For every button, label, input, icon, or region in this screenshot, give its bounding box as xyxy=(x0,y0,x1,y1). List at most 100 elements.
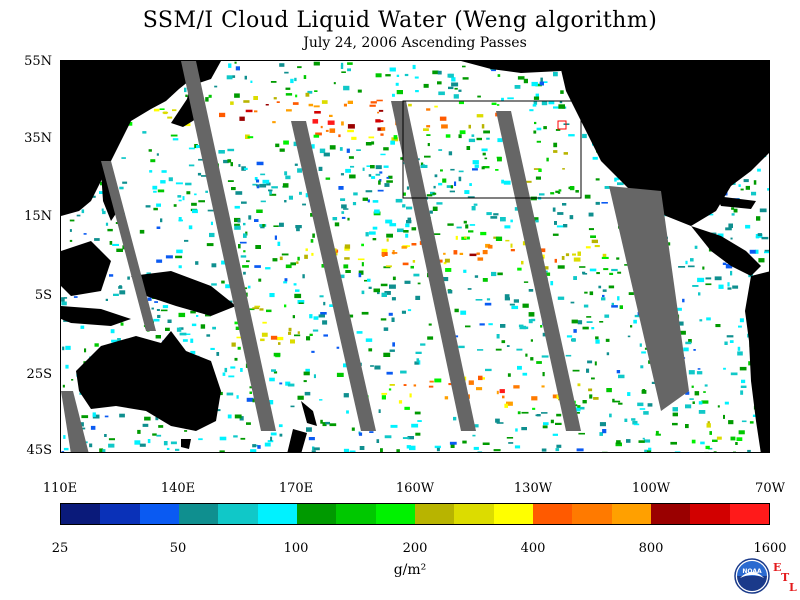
cloud-pixel xyxy=(160,218,163,223)
cloud-pixel xyxy=(172,138,179,141)
colorbar-segment xyxy=(178,504,219,524)
cloud-pixel xyxy=(370,365,374,367)
cloud-pixel xyxy=(249,391,252,394)
cloud-pixel xyxy=(294,334,301,337)
cloud-pixel xyxy=(555,190,560,193)
cloud-pixel xyxy=(186,191,191,195)
cloud-pixel xyxy=(601,297,606,301)
cloud-pixel xyxy=(347,100,353,104)
cloud-pixel xyxy=(445,268,452,272)
cloud-pixel xyxy=(555,422,562,425)
cloud-pixel xyxy=(731,207,735,210)
cloud-pixel xyxy=(413,273,420,277)
cloud-pixel xyxy=(565,354,572,357)
cloud-pixel xyxy=(614,177,617,182)
land-new-zealand xyxy=(287,401,317,452)
cloud-pixel xyxy=(276,336,284,341)
cloud-pixel xyxy=(147,439,151,444)
cloud-pixel xyxy=(243,271,246,275)
cloud-pixel xyxy=(318,314,325,318)
cloud-pixel xyxy=(688,370,695,375)
cloud-pixel xyxy=(385,219,393,224)
cloud-pixel xyxy=(250,80,253,83)
land-south-america xyxy=(745,271,769,452)
cloud-pixel xyxy=(401,246,407,249)
cloud-pixel xyxy=(188,147,195,150)
cloud-pixel xyxy=(377,291,380,295)
cloud-pixel xyxy=(362,197,368,201)
cloud-pixel xyxy=(206,243,214,247)
cloud-pixel xyxy=(240,368,243,372)
cloud-pixel xyxy=(579,266,586,268)
cloud-pixel xyxy=(496,390,499,395)
cloud-pixel xyxy=(510,243,513,248)
cloud-pixel xyxy=(528,289,534,292)
cloud-pixel xyxy=(510,249,515,252)
cloud-pixel xyxy=(450,185,454,189)
cloud-pixel xyxy=(115,222,119,224)
cloud-pixel xyxy=(474,275,479,278)
cloud-pixel xyxy=(375,119,381,123)
cloud-pixel xyxy=(234,205,240,209)
cloud-pixel xyxy=(185,182,192,186)
cloud-pixel xyxy=(640,365,644,369)
cloud-pixel xyxy=(506,437,514,439)
cloud-pixel xyxy=(198,438,203,441)
cloud-pixel xyxy=(740,385,747,388)
cloud-pixel xyxy=(119,413,125,418)
cloud-pixel xyxy=(243,250,246,253)
cloud-pixel xyxy=(530,339,533,342)
cloud-pixel xyxy=(448,86,454,90)
cloud-pixel xyxy=(376,99,383,102)
cloud-pixel xyxy=(595,178,600,181)
cloud-pixel xyxy=(727,282,730,287)
lat-label: 15N xyxy=(24,209,52,224)
cloud-pixel xyxy=(690,258,694,262)
cloud-pixel xyxy=(279,63,285,67)
cloud-pixel xyxy=(412,64,416,70)
cloud-pixel xyxy=(433,233,441,235)
cloud-pixel xyxy=(185,94,188,97)
cloud-pixel xyxy=(442,277,449,282)
cloud-pixel xyxy=(730,372,738,376)
cloud-pixel xyxy=(525,353,528,357)
no-data-swaths xyxy=(61,61,689,452)
cloud-pixel xyxy=(602,429,607,434)
cloud-pixel xyxy=(467,288,472,290)
cloud-pixel xyxy=(365,232,369,237)
cloud-pixel xyxy=(117,338,121,342)
map-panel xyxy=(60,60,770,453)
cloud-pixel xyxy=(406,206,413,210)
cloud-pixel xyxy=(325,129,329,132)
cloud-pixel xyxy=(81,415,89,419)
cloud-pixel xyxy=(735,442,738,445)
cloud-pixel xyxy=(530,357,534,361)
cloud-pixel xyxy=(246,397,254,402)
cloud-pixel xyxy=(670,441,677,445)
cloud-pixel xyxy=(153,108,160,112)
cloud-pixel xyxy=(438,91,445,96)
cloud-pixel xyxy=(254,305,261,308)
cloud-pixel xyxy=(740,188,744,191)
cloud-pixel xyxy=(247,136,254,139)
cloud-pixel xyxy=(190,350,196,355)
cloud-pixel xyxy=(528,319,533,324)
cloud-pixel xyxy=(352,202,357,206)
cloud-pixel xyxy=(105,298,108,301)
cloud-pixel xyxy=(481,377,485,380)
cloud-pixel xyxy=(507,97,514,100)
land-masses xyxy=(61,61,769,452)
cloud-pixel xyxy=(516,348,523,351)
cloud-pixel xyxy=(234,223,240,227)
cloud-pixel xyxy=(599,422,606,427)
cloud-pixel xyxy=(400,370,407,374)
lon-label: 100W xyxy=(631,481,671,496)
cloud-pixel xyxy=(389,284,396,289)
cloud-pixel xyxy=(162,305,169,309)
cloud-pixel xyxy=(156,434,162,437)
lon-label: 70W xyxy=(755,481,785,496)
cloud-pixel xyxy=(481,166,485,170)
cloud-pixel xyxy=(455,335,459,338)
cloud-pixel xyxy=(351,136,357,140)
colorbar-segment xyxy=(454,504,494,524)
